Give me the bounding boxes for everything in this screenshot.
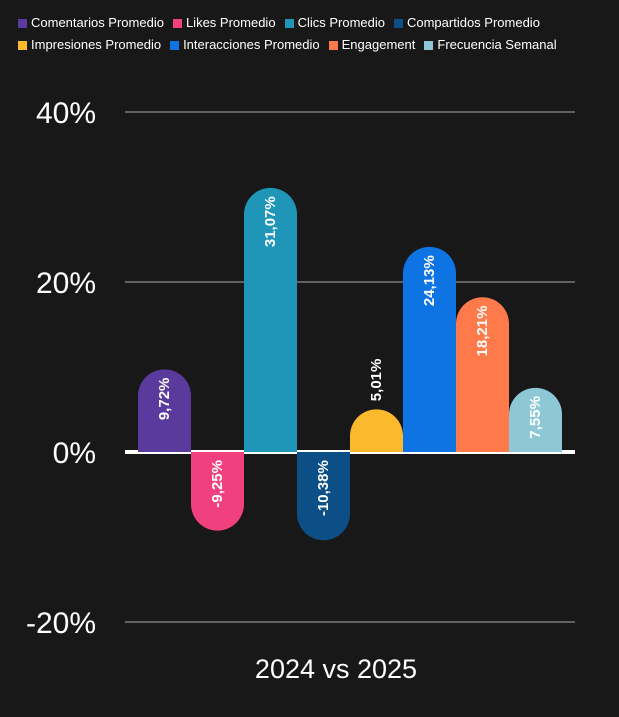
legend-item-impresiones-promedio: Impresiones Promedio (18, 36, 161, 54)
legend-swatch (328, 40, 338, 50)
legend-label: Comentarios Promedio (31, 15, 164, 30)
legend-item-compartidos-promedio: Compartidos Promedio (393, 14, 540, 32)
data-label-engagement: 18,21% (474, 306, 491, 357)
legend-item-frecuencia-semanal: Frecuencia Semanal (424, 36, 557, 54)
legend-item-likes-promedio: Likes Promedio (172, 14, 276, 32)
data-labels: 9,72% -9,25% 31,07% -10,38% 5,01% 24,13% 18,21… (156, 196, 544, 516)
x-axis-label: 2024 vs 2025 (255, 654, 417, 684)
legend-item-clics-promedio: Clics Promedio (284, 14, 385, 32)
bar-compartidos-promedio (297, 452, 350, 541)
chart-legend: Comentarios Promedio Likes Promedio Clics … (18, 14, 608, 54)
legend-item-interacciones-promedio: Interacciones Promedio (170, 36, 320, 54)
bars (138, 187, 562, 541)
legend-label: Compartidos Promedio (406, 15, 540, 30)
legend-label: Frecuencia Semanal (437, 37, 557, 52)
bar-engagement (456, 297, 509, 452)
data-label-impresiones-promedio: 5,01% (368, 359, 385, 402)
y-tick-label: 0% (53, 437, 96, 470)
y-axis-ticks: 40% 20% 0% -20% (26, 97, 96, 640)
legend-swatch (170, 40, 180, 50)
bar-comentarios-promedio (138, 369, 191, 452)
legend-label: Engagement (341, 37, 416, 52)
data-label-likes-promedio: -9,25% (209, 460, 226, 508)
legend-swatch (18, 18, 27, 28)
bar-impresiones-promedio (350, 409, 403, 452)
legend-label: Clics Promedio (297, 15, 385, 30)
data-label-frecuencia-semanal: 7,55% (527, 396, 544, 439)
data-label-clics-promedio: 31,07% (262, 196, 279, 247)
legend-label: Interacciones Promedio (183, 37, 320, 52)
bar-likes-promedio (191, 452, 244, 531)
bar-frecuencia-semanal (509, 387, 562, 452)
data-label-interacciones-promedio: 24,13% (421, 255, 438, 306)
data-label-comentarios-promedio: 9,72% (156, 378, 173, 421)
legend-swatch (284, 18, 294, 28)
legend-item-comentarios-promedio: Comentarios Promedio (18, 14, 164, 32)
legend-item-engagement: Engagement (328, 36, 416, 54)
legend-label: Likes Promedio (185, 15, 276, 30)
legend-label: Impresiones Promedio (31, 37, 162, 52)
bar-interacciones-promedio (403, 246, 456, 452)
bar-clics-promedio (244, 187, 297, 452)
data-label-compartidos-promedio: -10,38% (315, 460, 332, 516)
legend-swatch (18, 40, 27, 50)
legend-swatch (424, 40, 434, 50)
y-tick-label: 40% (36, 97, 96, 130)
legend-swatch (172, 18, 182, 28)
y-tick-label: -20% (26, 607, 96, 640)
legend-swatch (393, 18, 403, 28)
y-tick-label: 20% (36, 267, 96, 300)
